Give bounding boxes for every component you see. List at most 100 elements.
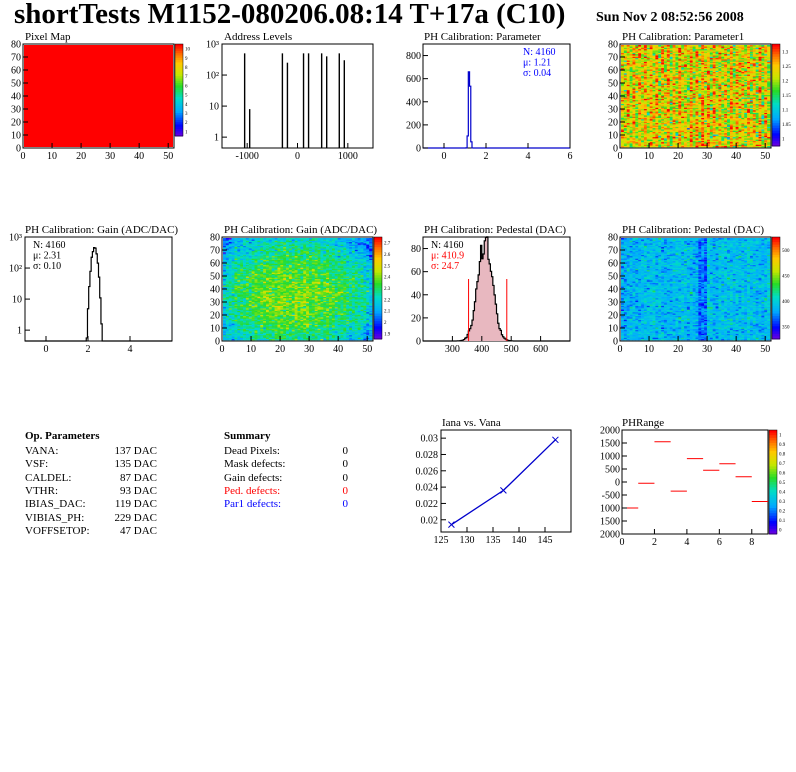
heatmap-cell [655, 101, 659, 103]
heatmap-cell [684, 88, 688, 90]
heatmap-cell [735, 80, 739, 83]
color-scale-step [175, 99, 183, 102]
heatmap-cell [727, 97, 731, 99]
heatmap-cell [755, 81, 759, 84]
heatmap-cell [666, 136, 671, 139]
heatmap-cell [764, 132, 768, 135]
heatmap-cell [672, 45, 676, 47]
heatmap-cell [655, 88, 659, 90]
heatmap-cell [741, 136, 745, 139]
heatmap-cell [658, 98, 662, 101]
heatmap-cell [735, 141, 739, 144]
heatmap-cell [643, 106, 648, 108]
heatmap-cell [641, 106, 645, 108]
heatmap-cell [626, 81, 630, 84]
heatmap-cell [669, 138, 673, 140]
heatmap-cell [678, 131, 682, 134]
heatmap-cell [672, 135, 676, 138]
heatmap-cell [758, 120, 762, 122]
heatmap-cell [649, 136, 653, 139]
heatmap-cell [641, 92, 645, 94]
heatmap-cell [672, 99, 676, 102]
heatmap-cell [655, 126, 659, 129]
heatmap-cell [752, 116, 756, 118]
heatmap-cell [761, 107, 765, 110]
heatmap-cell [704, 121, 708, 124]
heatmap-cell [646, 92, 650, 94]
heatmap-cell [626, 96, 630, 98]
heatmap-cell [626, 89, 630, 92]
color-scale-step [175, 119, 183, 123]
heatmap-cell [646, 83, 650, 85]
heatmap-cell [649, 138, 653, 140]
heatmap-cell [706, 106, 711, 108]
heatmap-cell [738, 141, 742, 144]
heatmap-cell [661, 90, 665, 93]
heatmap-cell [666, 90, 671, 93]
summary-heading: Summary [224, 430, 271, 442]
x-tick-label: 50 [163, 151, 173, 162]
heatmap-cell [698, 102, 702, 104]
heatmap-cell [744, 93, 748, 96]
heatmap-cell [681, 129, 685, 131]
heatmap-cell [652, 108, 656, 111]
heatmap-cell [721, 85, 725, 88]
heatmap-cell [626, 120, 630, 122]
heatmap-cell [718, 112, 722, 115]
heatmap-cell [661, 138, 665, 140]
heatmap-cell [744, 92, 748, 94]
heatmap-cell [709, 92, 713, 94]
heatmap-cell [758, 122, 762, 125]
heatmap-cell [709, 88, 713, 90]
heatmap-cell [626, 97, 630, 99]
heatmap-cell [752, 93, 756, 96]
heatmap-cell [641, 143, 645, 145]
heatmap-cell [681, 145, 685, 148]
heatmap-cell [641, 145, 645, 148]
heatmap-cell [761, 110, 765, 112]
heatmap-cell [643, 102, 648, 104]
heatmap-cell [678, 84, 682, 87]
heatmap-cell [629, 124, 633, 126]
heatmap-cell [658, 136, 662, 139]
heatmap-cell [629, 78, 633, 80]
heatmap-cell [729, 93, 734, 96]
heatmap-cell [689, 79, 693, 81]
heatmap-cell [626, 129, 630, 131]
heatmap-cell [681, 79, 685, 81]
heatmap-cell [709, 141, 713, 144]
heatmap-cell [629, 80, 633, 83]
heatmap-cell [675, 106, 679, 108]
color-scale-step [175, 117, 183, 121]
heatmap-cell [672, 125, 676, 127]
heatmap-cell [718, 102, 722, 104]
heatmap-cell [681, 102, 685, 104]
heatmap-cell [689, 134, 693, 136]
heatmap-cell [649, 81, 653, 84]
heatmap-cell [681, 90, 685, 93]
heatmap-cell [658, 115, 662, 117]
heatmap-cell [655, 108, 659, 111]
heatmap-cell [661, 106, 665, 108]
heatmap-cell [712, 113, 716, 116]
heatmap-cell [621, 102, 625, 104]
heatmap-cell [621, 108, 625, 111]
heatmap-cell [649, 85, 653, 88]
heatmap-cell [741, 94, 745, 97]
heatmap-cell [735, 144, 739, 147]
op-parameter-name: VANA: [25, 445, 59, 458]
heatmap-cell [724, 84, 728, 87]
heatmap-cell [623, 129, 628, 131]
heatmap-cell [758, 115, 762, 117]
heatmap-cell [669, 118, 673, 121]
heatmap-cell [715, 118, 719, 121]
heatmap-cell [646, 122, 650, 125]
heatmap-cell [709, 80, 713, 83]
heatmap-cell [704, 79, 708, 81]
heatmap-cell [698, 106, 702, 108]
heatmap-cell [658, 99, 662, 102]
heatmap-cell [681, 85, 685, 88]
heatmap-cell [649, 115, 653, 117]
heatmap-cell [752, 111, 756, 113]
heatmap-cell [712, 145, 716, 148]
